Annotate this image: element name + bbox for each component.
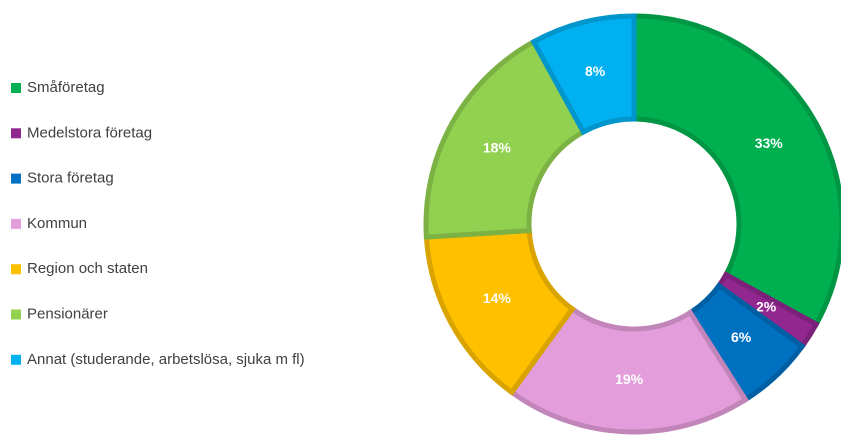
- legend-swatch: [11, 309, 21, 320]
- slice-label: 19%: [615, 371, 644, 387]
- donut-slice: [423, 38, 587, 240]
- slice-label: 6%: [731, 329, 752, 345]
- legend-label: Kommun: [27, 215, 87, 232]
- slice-label: 18%: [483, 139, 512, 155]
- donut-slice: [631, 13, 841, 328]
- slice-label: 2%: [756, 299, 777, 315]
- donut-slice: [530, 13, 637, 136]
- legend-swatch: [11, 354, 21, 365]
- slice-label: 8%: [585, 63, 606, 79]
- legend-label: Stora företag: [27, 170, 114, 187]
- legend-label: Annat (studerande, arbetslösa, sjuka m f…: [27, 351, 305, 368]
- slice-label: 33%: [755, 135, 784, 151]
- legend-swatch: [11, 128, 21, 139]
- legend-label: Pensionärer: [27, 305, 108, 322]
- legend-label: Region och staten: [27, 260, 148, 277]
- donut-slice: [423, 227, 576, 396]
- donut-slice: [508, 305, 749, 435]
- legend-swatch: [11, 173, 21, 184]
- legend-swatch: [11, 83, 21, 93]
- legend-swatch: [11, 264, 21, 275]
- legend-label: Småföretag: [27, 79, 105, 96]
- legend-label: Medelstora företag: [27, 124, 152, 141]
- slice-label: 14%: [483, 290, 512, 306]
- legend-swatch: [11, 218, 21, 229]
